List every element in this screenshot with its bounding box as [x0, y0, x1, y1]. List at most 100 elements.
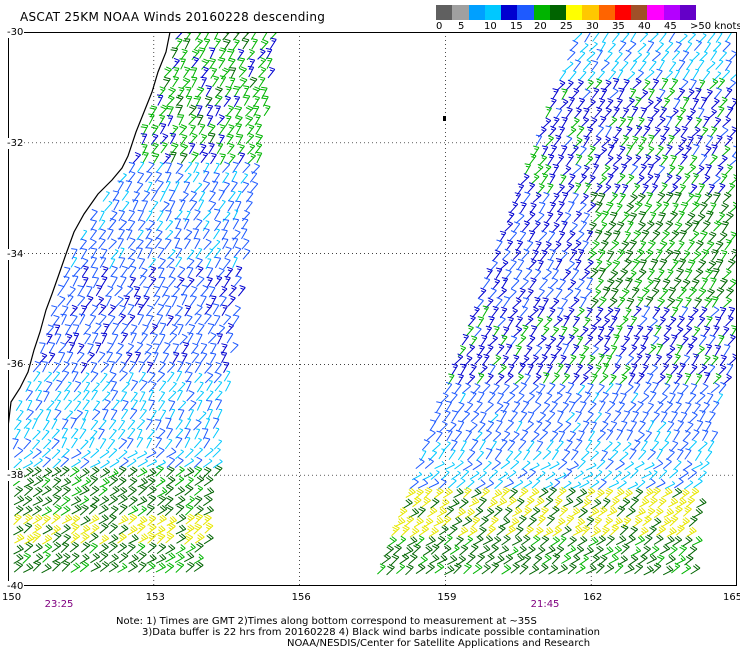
wind-barb: [150, 200, 159, 212]
wind-barb: [194, 361, 202, 373]
wind-barb-stroke: [493, 505, 503, 517]
wind-barb: [654, 220, 664, 233]
wind-barb: [639, 60, 647, 72]
wind-barb: [179, 333, 188, 345]
wind-barb-stroke: [610, 524, 620, 536]
wind-barb: [536, 183, 545, 195]
wind-barb-stroke: [13, 553, 24, 564]
wind-barb-stroke: [200, 151, 209, 164]
wind-barb: [658, 59, 665, 71]
wind-barb: [219, 75, 227, 87]
wind-barb-stroke: [656, 297, 665, 309]
wind-barb: [614, 488, 625, 499]
wind-barb: [111, 333, 119, 345]
wind-barb-stroke: [610, 315, 618, 327]
wind-barb-stroke: [397, 506, 408, 518]
wind-barb: [527, 363, 534, 376]
wind-barb: [90, 304, 99, 316]
wind-barb-stroke: [605, 201, 614, 214]
wind-barb-stroke: [159, 322, 167, 334]
wind-barb-stroke: [583, 135, 590, 147]
wind-barb: [461, 382, 472, 394]
wind-barb: [176, 370, 183, 382]
wind-barb: [46, 333, 53, 345]
wind-barb: [687, 108, 696, 120]
wind-barb: [126, 228, 133, 241]
wind-barb: [502, 248, 511, 260]
wind-barb-stroke: [203, 487, 215, 497]
wind-barb-stroke: [177, 360, 184, 373]
wind-barb: [608, 116, 618, 128]
wind-barb: [722, 40, 731, 52]
wind-barb: [162, 294, 171, 306]
wind-barb: [702, 115, 710, 128]
wind-barb: [484, 325, 493, 338]
wind-barb: [650, 258, 659, 271]
wind-barb: [86, 285, 93, 298]
wind-barb: [537, 411, 547, 424]
wind-barb-stroke: [573, 32, 583, 42]
wind-barb: [156, 303, 165, 316]
wind-barb: [537, 514, 546, 526]
wind-barb: [539, 277, 548, 289]
wind-barb-stroke: [179, 152, 188, 164]
wind-barb: [139, 408, 147, 420]
wind-barb: [673, 277, 682, 289]
wind-barb: [642, 51, 651, 63]
wind-barb: [478, 287, 487, 299]
wind-barb: [695, 240, 704, 252]
wind-barb-stroke: [13, 561, 24, 573]
wind-barb-stroke: [674, 41, 682, 53]
wind-barb-stroke: [664, 248, 674, 261]
wind-barb: [634, 124, 643, 137]
wind-barb-stroke: [638, 526, 649, 537]
wind-barb-stroke: [651, 154, 661, 166]
wind-barb: [671, 50, 681, 61]
wind-barb: [649, 545, 660, 556]
wind-barb: [585, 307, 593, 319]
wind-barb: [523, 373, 531, 385]
wind-barb: [686, 59, 694, 70]
wind-barb-stroke: [653, 96, 663, 108]
wind-barb-stroke: [583, 391, 592, 403]
wind-barb: [488, 316, 495, 328]
wind-barb-stroke: [483, 429, 492, 441]
wind-barb: [575, 79, 584, 91]
wind-barb: [649, 32, 659, 42]
wind-barb: [206, 400, 213, 412]
wind-barb: [198, 123, 206, 135]
wind-barb: [642, 125, 651, 137]
wind-barb: [127, 486, 137, 498]
wind-barb-stroke: [641, 229, 650, 242]
wind-barb: [699, 201, 708, 214]
wind-barb-stroke: [108, 542, 118, 553]
wind-barb-stroke: [641, 183, 649, 195]
wind-barb: [64, 333, 73, 345]
wind-barb-stroke: [682, 173, 691, 185]
wind-barb-stroke: [485, 447, 493, 460]
wind-barb-stroke: [663, 325, 672, 337]
wind-barb-stroke: [608, 116, 618, 128]
wind-barb: [95, 295, 105, 308]
wind-barb-stroke: [445, 400, 453, 413]
wind-barb-stroke: [135, 341, 144, 354]
wind-barb-stroke: [155, 419, 162, 431]
wind-barb-stroke: [712, 372, 722, 385]
wind-barb-stroke: [69, 466, 80, 478]
wind-barb: [245, 115, 254, 127]
wind-barb: [711, 174, 721, 186]
wind-barb-stroke: [648, 317, 658, 329]
wind-barb-stroke: [200, 284, 209, 297]
wind-barb-stroke: [621, 32, 630, 43]
wind-barb: [71, 458, 81, 468]
wind-barb-stroke: [231, 170, 238, 182]
wind-barb: [719, 354, 727, 367]
wind-barb: [92, 276, 100, 289]
wind-barb-stroke: [557, 535, 567, 547]
wind-barb: [530, 354, 539, 366]
wind-barb: [57, 284, 65, 296]
wind-barb-stroke: [567, 230, 576, 242]
wind-barb: [246, 48, 255, 61]
wind-barb: [705, 210, 714, 222]
wind-barb: [570, 144, 579, 156]
